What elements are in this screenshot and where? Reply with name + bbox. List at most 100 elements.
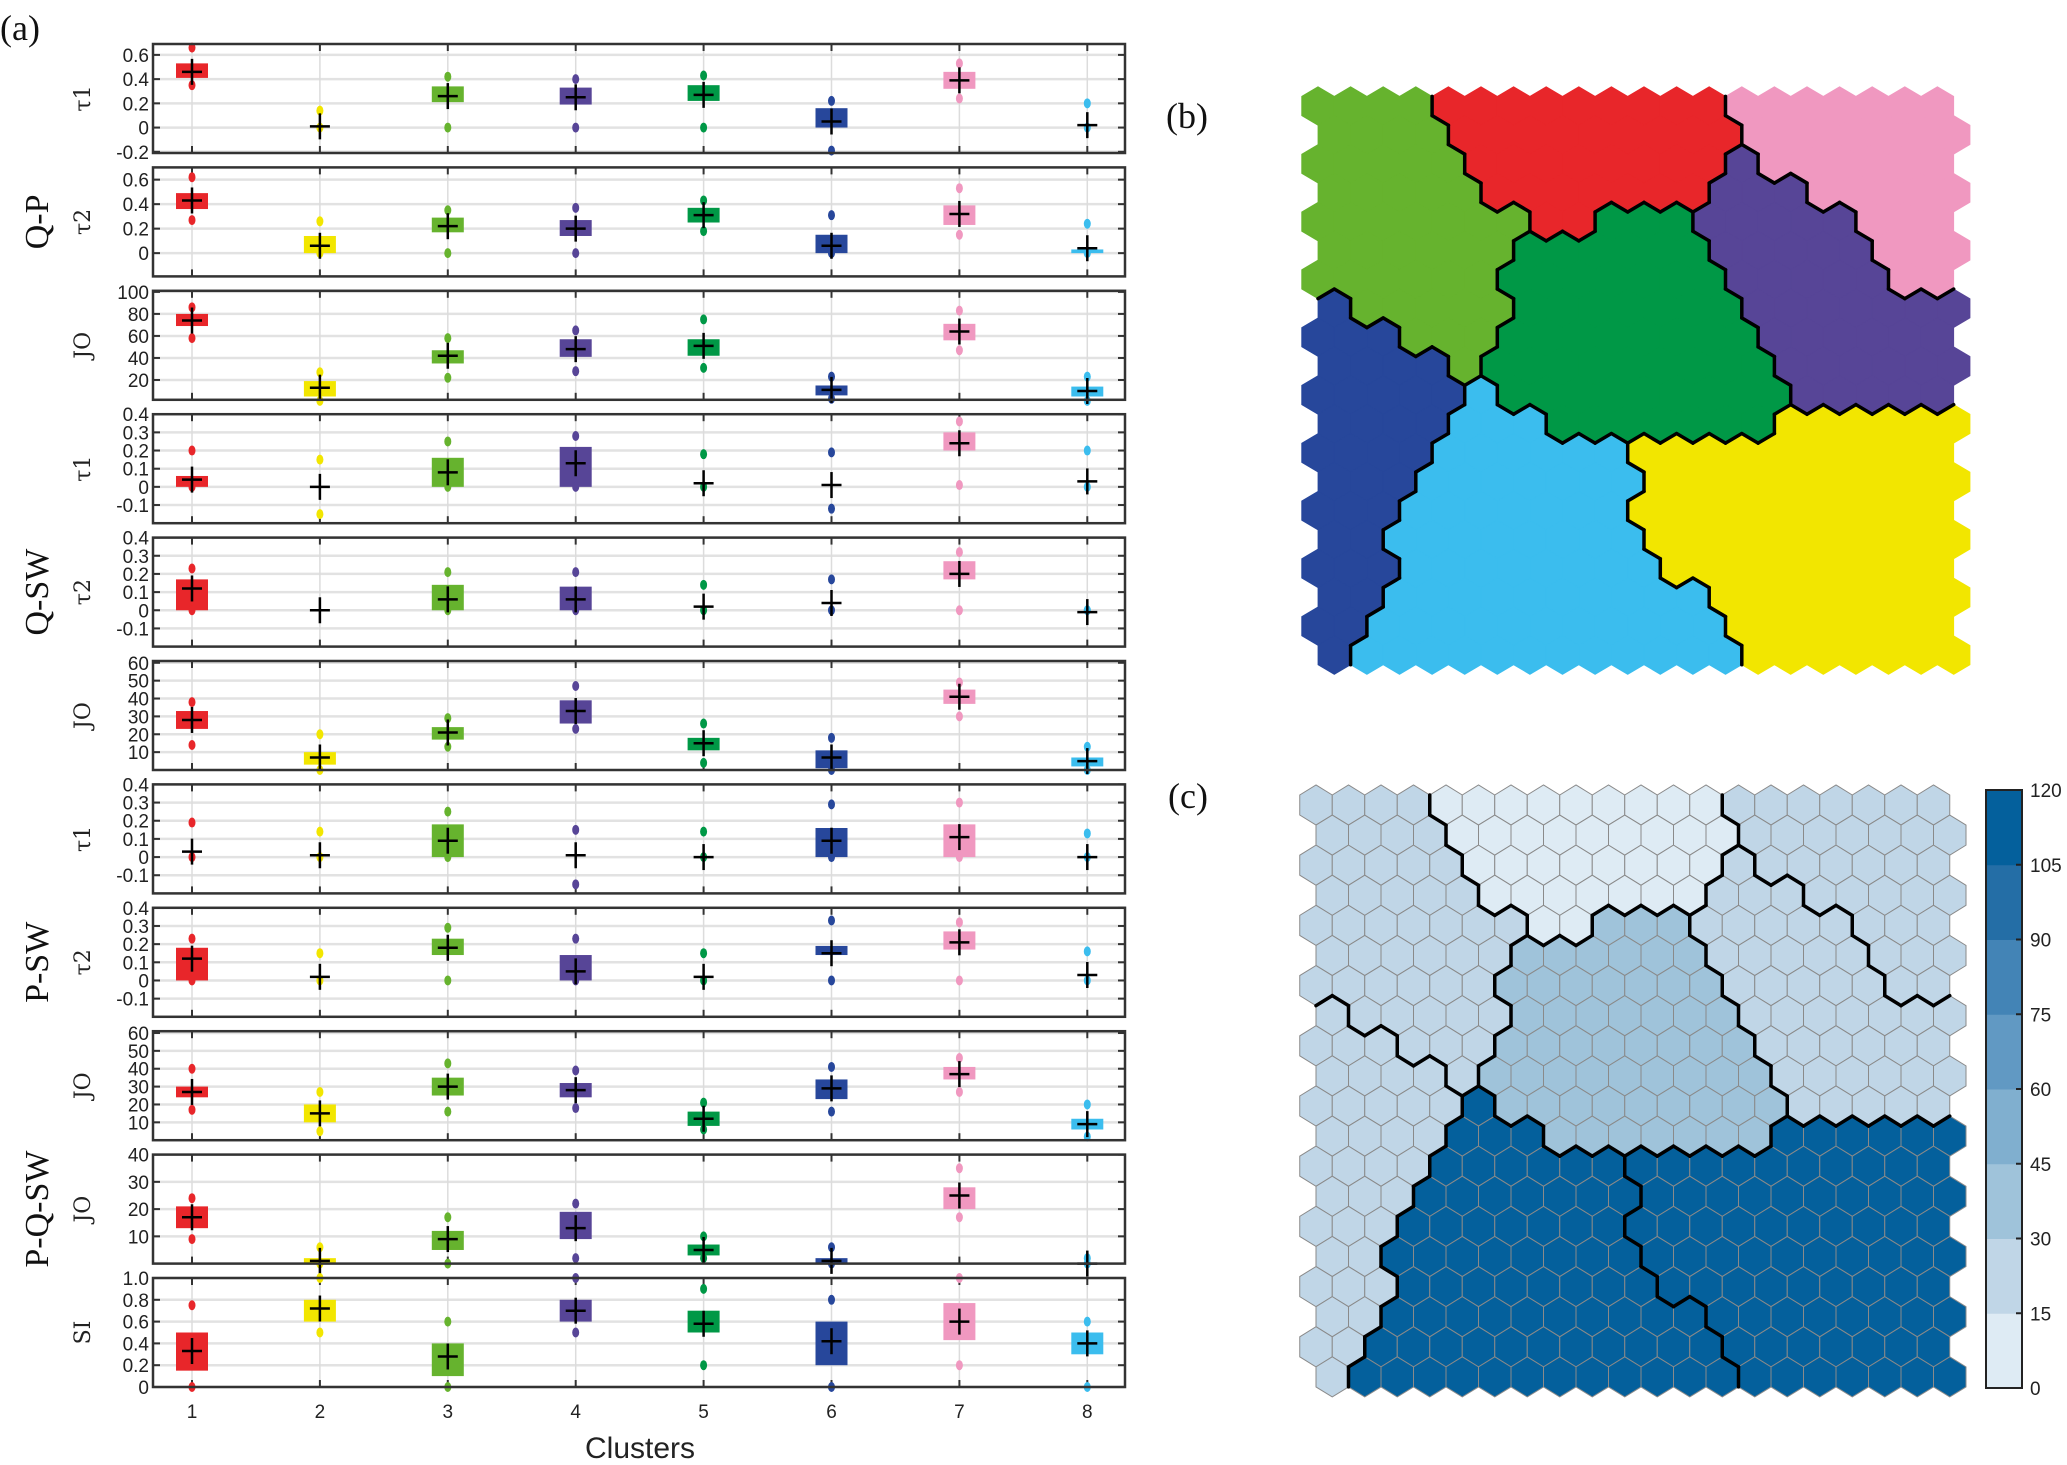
max-point-cluster-4: [572, 325, 580, 336]
cluster-boundary: [1493, 1114, 1513, 1128]
ytick-label: -0.1: [116, 866, 149, 887]
ytick-label: 0.4: [123, 195, 150, 216]
max-point-cluster-2: [316, 948, 324, 959]
max-point-cluster-5: [700, 826, 708, 837]
cluster-boundary: [1688, 1294, 1708, 1309]
cluster-boundary: [1381, 316, 1402, 330]
cluster-boundary: [1772, 402, 1793, 417]
max-point-cluster-1: [188, 933, 196, 944]
min-point-cluster-3: [444, 122, 452, 133]
max-point-cluster-5: [700, 1283, 708, 1294]
colorbar-level: [1986, 1313, 2022, 1389]
ytick-label: 100: [117, 283, 149, 304]
max-point-cluster-6: [828, 210, 835, 221]
cluster-boundary: [1688, 1144, 1708, 1158]
cluster-boundary: [1493, 903, 1513, 918]
cluster-boundary: [1704, 1324, 1724, 1339]
cluster-boundary: [1915, 1114, 1936, 1128]
max-point-cluster-5: [700, 449, 708, 460]
max-point-cluster-4: [572, 567, 580, 578]
cluster-boundary: [1379, 1023, 1399, 1038]
max-point-cluster-8: [1083, 828, 1091, 839]
cluster-boundary: [1720, 1355, 1741, 1369]
cluster-boundary: [1541, 1144, 1562, 1158]
cluster-boundary: [1541, 933, 1562, 948]
cluster-boundary: [1674, 576, 1695, 590]
cluster-boundary: [1691, 576, 1711, 590]
xtick-label: 5: [698, 1402, 709, 1423]
cluster-boundary: [1704, 963, 1724, 978]
subplot-4: -0.100.10.20.30.4 τ1: [71, 405, 1127, 525]
cluster-boundary: [1919, 402, 1940, 417]
ytick-label: 40: [128, 1060, 149, 1081]
cluster-boundary: [1655, 1144, 1676, 1158]
max-point-cluster-1: [188, 1300, 196, 1311]
xtick-label: 4: [570, 1402, 581, 1423]
cluster-boundary: [1720, 843, 1741, 857]
cluster-boundary: [1528, 229, 1548, 243]
ytick-label: 40: [128, 690, 149, 711]
max-point-cluster-1: [188, 302, 196, 313]
cluster-boundary: [1723, 113, 1744, 128]
max-point-cluster-7: [955, 917, 963, 928]
max-point-cluster-7: [955, 183, 963, 194]
max-point-cluster-5: [700, 718, 708, 729]
cluster-boundary: [1883, 1114, 1903, 1128]
colorbar-level: [1986, 864, 2022, 940]
cluster-boundary: [1723, 634, 1744, 648]
min-point-cluster-7: [955, 605, 963, 616]
cluster-boundary: [1609, 431, 1630, 445]
min-point-cluster-1: [188, 1104, 196, 1115]
min-point-cluster-7: [955, 229, 963, 240]
max-point-cluster-7: [955, 797, 963, 808]
min-point-cluster-7: [955, 1212, 963, 1223]
min-point-cluster-1: [188, 739, 196, 750]
cluster-boundary: [1903, 402, 1923, 417]
cluster-boundary: [1642, 200, 1663, 214]
max-point-cluster-4: [572, 74, 580, 85]
cluster-boundary: [1525, 1114, 1546, 1128]
max-point-cluster-5: [700, 195, 708, 206]
cluster-boundary: [1736, 843, 1757, 857]
colorbar: 0 15 30 45 60 75 90 105 120: [1985, 781, 2062, 1400]
ylabel: JO: [71, 702, 96, 731]
min-point-cluster-6: [828, 852, 835, 863]
min-point-cluster-4: [572, 1327, 580, 1338]
cluster-boundary: [1381, 518, 1402, 532]
cluster-boundary: [1801, 1114, 1822, 1128]
min-point-cluster-4: [572, 723, 580, 734]
cluster-boundary: [1379, 1294, 1399, 1309]
som-value-map: [1299, 784, 1967, 1398]
subplot-5: -0.100.10.20.30.4 τ2: [71, 529, 1127, 648]
cluster-boundary: [1756, 431, 1777, 445]
cluster-boundary: [1623, 903, 1643, 918]
min-point-cluster-6: [828, 975, 835, 986]
cluster-boundary: [1314, 993, 1334, 1008]
cluster-boundary: [1736, 1023, 1757, 1038]
ytick-label: 20: [128, 725, 149, 746]
cluster-boundary: [1674, 200, 1695, 214]
group-label: Q-P: [19, 195, 56, 250]
max-point-cluster-8: [1083, 1099, 1091, 1110]
cluster-boundary: [1740, 431, 1760, 445]
cluster-boundary: [1935, 402, 1956, 417]
ytick-label: 0.1: [123, 460, 149, 481]
ytick-label: 40: [128, 349, 149, 370]
cluster-boundary: [1837, 402, 1858, 417]
colorbar-tick-label: 30: [2030, 1230, 2051, 1251]
min-point-cluster-7: [955, 711, 963, 722]
cluster-boundary: [1446, 373, 1467, 388]
cluster-boundary: [1495, 200, 1516, 214]
min-point-cluster-3: [444, 852, 452, 863]
max-point-cluster-8: [1083, 98, 1091, 109]
ytick-label: 0.2: [123, 94, 149, 115]
cluster-boundary: [1753, 873, 1773, 888]
ylabel: τ1: [71, 85, 96, 111]
min-point-cluster-2: [316, 1327, 324, 1338]
min-point-cluster-7: [955, 975, 963, 986]
cluster-boundary: [1332, 287, 1353, 301]
subplot-frame: [151, 1153, 1127, 1265]
cluster-boundary: [1756, 171, 1777, 185]
cluster-boundary: [1707, 258, 1728, 272]
